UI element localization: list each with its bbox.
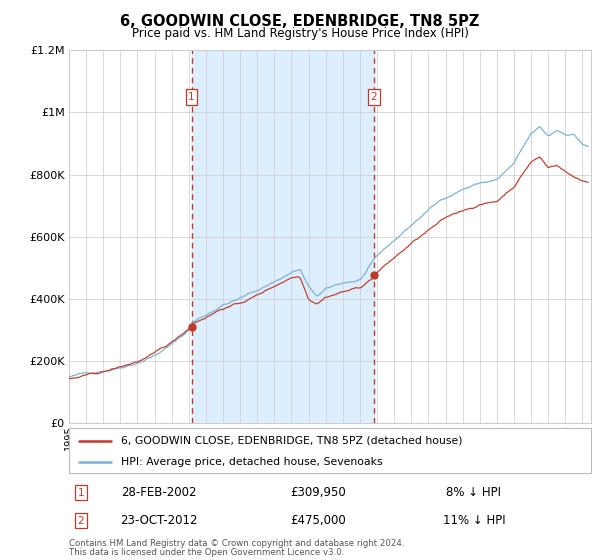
Text: Contains HM Land Registry data © Crown copyright and database right 2024.: Contains HM Land Registry data © Crown c… bbox=[69, 539, 404, 548]
Text: 23-OCT-2012: 23-OCT-2012 bbox=[120, 514, 198, 528]
Bar bbox=[191, 50, 374, 423]
Text: 28-FEB-2002: 28-FEB-2002 bbox=[121, 486, 197, 500]
Text: HPI: Average price, detached house, Sevenoaks: HPI: Average price, detached house, Seve… bbox=[121, 457, 383, 467]
Text: 11% ↓ HPI: 11% ↓ HPI bbox=[443, 514, 505, 528]
Text: £309,950: £309,950 bbox=[290, 486, 346, 500]
Text: 1: 1 bbox=[188, 92, 195, 102]
Text: Price paid vs. HM Land Registry's House Price Index (HPI): Price paid vs. HM Land Registry's House … bbox=[131, 27, 469, 40]
Text: 8% ↓ HPI: 8% ↓ HPI bbox=[446, 486, 502, 500]
Text: £475,000: £475,000 bbox=[290, 514, 346, 528]
Text: 6, GOODWIN CLOSE, EDENBRIDGE, TN8 5PZ (detached house): 6, GOODWIN CLOSE, EDENBRIDGE, TN8 5PZ (d… bbox=[121, 436, 463, 446]
Text: This data is licensed under the Open Government Licence v3.0.: This data is licensed under the Open Gov… bbox=[69, 548, 344, 557]
Text: 2: 2 bbox=[371, 92, 377, 102]
Text: 2: 2 bbox=[77, 516, 85, 526]
Text: 1: 1 bbox=[77, 488, 85, 498]
Text: 6, GOODWIN CLOSE, EDENBRIDGE, TN8 5PZ: 6, GOODWIN CLOSE, EDENBRIDGE, TN8 5PZ bbox=[121, 14, 479, 29]
